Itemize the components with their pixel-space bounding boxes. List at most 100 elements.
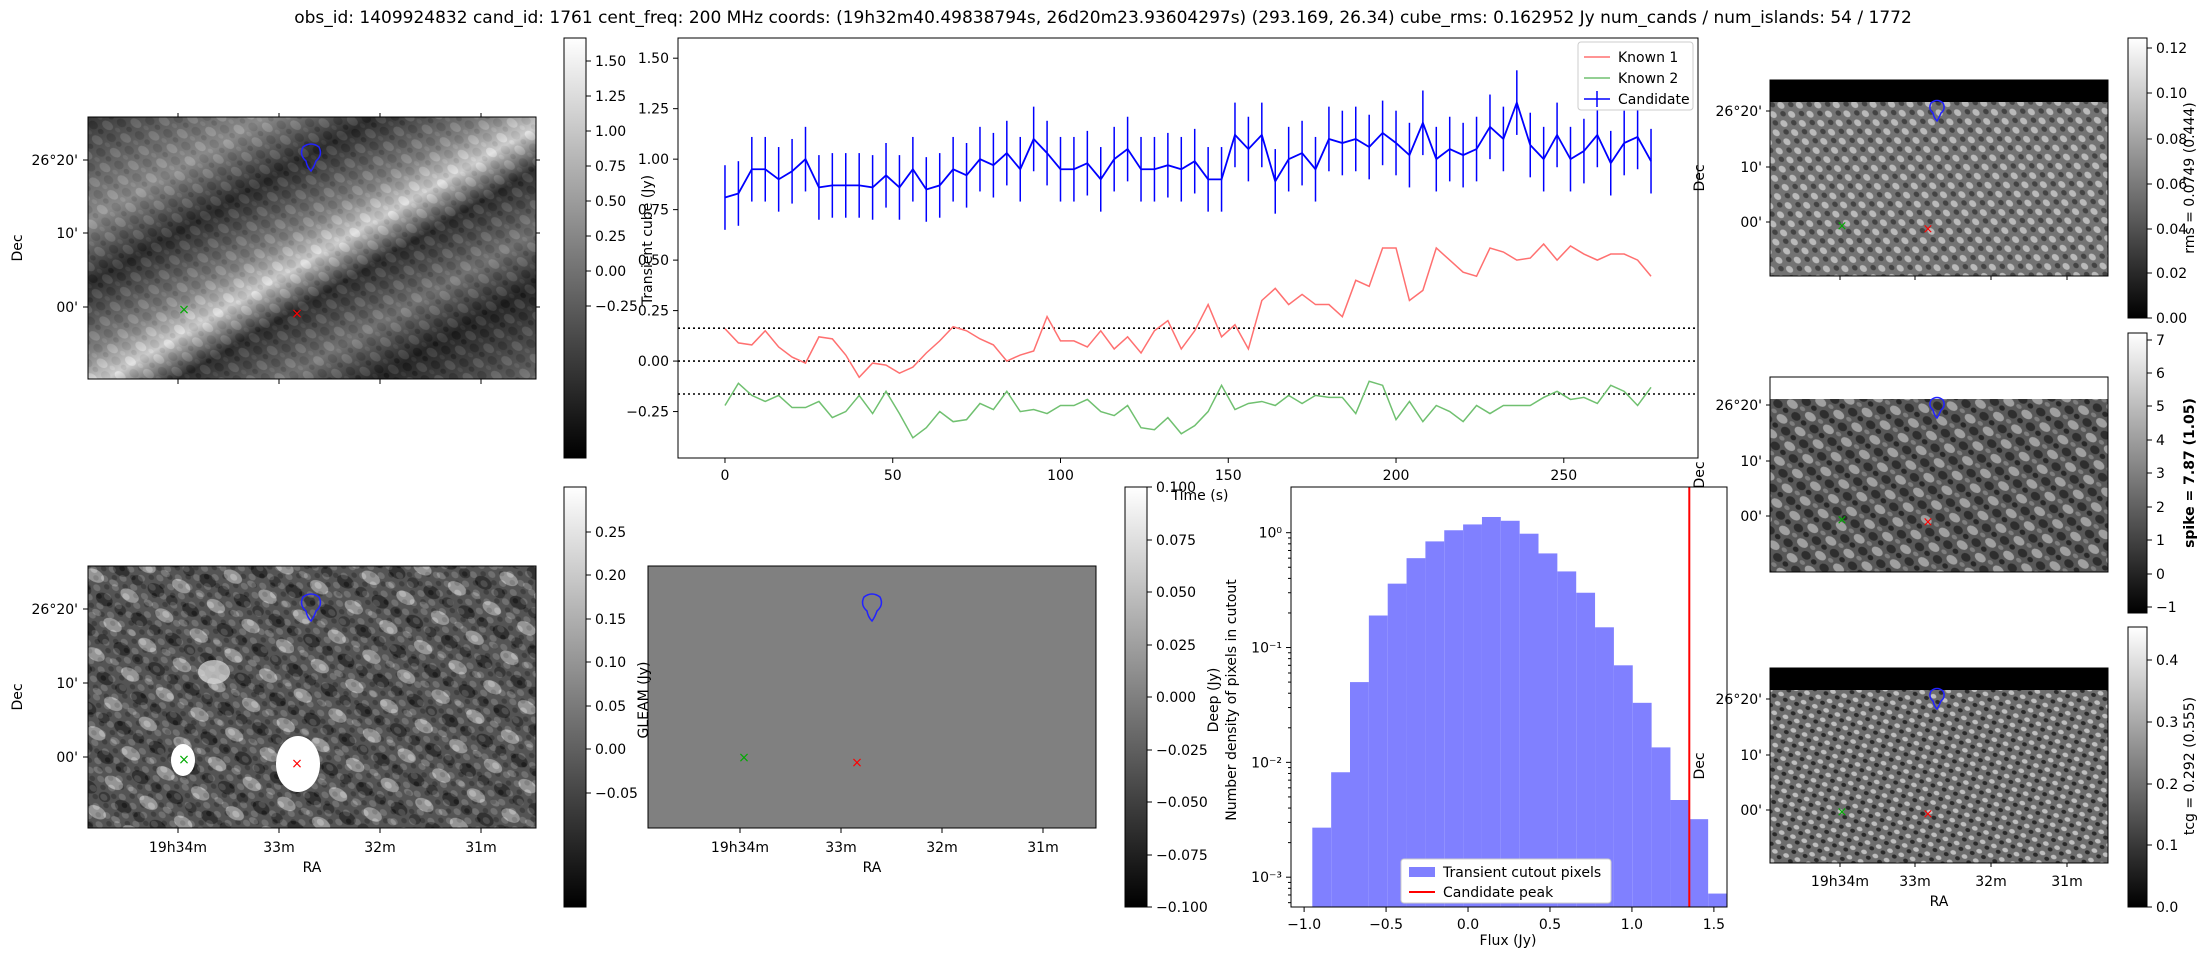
histogram-bar	[1557, 571, 1577, 907]
candidate-contour	[1929, 687, 1945, 711]
histogram-bar	[1613, 665, 1633, 907]
tcg-ylabel: Dec	[1692, 752, 1708, 779]
candidate-contour	[300, 593, 322, 623]
std-ra-tick-3: 31m	[465, 840, 496, 856]
lc-ytick-label: 0.75	[638, 203, 669, 219]
gleam-image	[648, 566, 1096, 828]
rms-image-panel: × × 26°20' 10' 00' Dec	[1692, 79, 2109, 280]
tcg-image-panel: × × 26°20' 10' 00' 19h34m 33m 32m 31m RA…	[1692, 667, 2109, 910]
gleam-cbar-tick: −0.025	[1156, 743, 1208, 759]
std-dec-tick-2: 00'	[56, 750, 78, 766]
spike-image-panel: × × 26°20' 10' 00' Dec	[1692, 376, 2109, 573]
lc-legend	[1577, 41, 1694, 111]
lc-xtick-label: 200	[1383, 468, 1410, 484]
histogram-bar	[1538, 553, 1558, 907]
spike-cbar-tick: 6	[2156, 366, 2165, 382]
hist-frame	[1290, 486, 1728, 908]
spike-cbar-tick: 5	[2156, 399, 2165, 415]
legend-swatch	[1409, 867, 1435, 877]
known1-marker: ×	[1923, 515, 1934, 530]
deep-cbar-tick: 0.50	[595, 194, 626, 210]
histogram-bar	[1331, 772, 1351, 907]
candidate-contour	[1929, 396, 1945, 420]
gleam-ra-tick-1: 33m	[825, 840, 856, 856]
std-cbar-tick: 0.25	[595, 525, 626, 541]
legend-label: Candidate peak	[1443, 885, 1554, 901]
histogram-bar	[1670, 800, 1690, 907]
rms-ylabel: Dec	[1692, 164, 1708, 191]
candidate-contour	[300, 143, 322, 173]
gleam-xlabel: RA	[863, 860, 882, 876]
lc-xlabel: Time (s)	[1171, 488, 1229, 504]
rms-cbar-tick: 0.00	[2156, 311, 2187, 327]
candidate-contour	[861, 593, 883, 623]
rms-cbar-tick: 0.02	[2156, 266, 2187, 282]
lc-ytick-label: 1.50	[638, 51, 669, 67]
spike-dec-tick-1: 10'	[1740, 454, 1762, 470]
lc-ytick-label: 0.25	[638, 304, 669, 320]
spike-dec-tick-0: 26°20'	[1716, 398, 1762, 414]
hist-xtick-label: −1.0	[1287, 917, 1321, 933]
gleam-cbar-tick: 0.025	[1156, 638, 1196, 654]
rms-colorbar: 0.12 0.10 0.08 0.06 0.04 0.02 0.00 rms =…	[2127, 37, 2198, 327]
spike-cbar-label: spike = 7.87 (1.05)	[2182, 398, 2198, 548]
lc-frame	[677, 37, 1699, 459]
std-cbar-tick: 0.15	[595, 612, 626, 628]
histogram-bar	[1350, 682, 1369, 907]
tcg-cbar-tick: 0.2	[2156, 777, 2178, 793]
figure-title: obs_id: 1409924832 cand_id: 1761 cent_fr…	[294, 8, 1912, 28]
hist-ytick-label: 10⁰	[1259, 526, 1283, 542]
series-known-2	[724, 380, 1652, 439]
known2-marker: ×	[738, 750, 750, 766]
spike-image	[1770, 377, 2108, 572]
tcg-ra-tick-1: 33m	[1899, 874, 1930, 890]
known1-marker: ×	[1923, 807, 1934, 822]
spike-dec-tick-2: 00'	[1740, 509, 1762, 525]
histogram-bar	[1387, 583, 1407, 907]
tcg-colorbar: 0.4 0.3 0.2 0.1 0.0 tcg = 0.292 (0.555)	[2127, 626, 2198, 916]
deep-cbar-tick: 0.00	[595, 264, 626, 280]
tcg-cbar-label: tcg = 0.292 (0.555)	[2182, 697, 2198, 835]
deep-dec-tick-0: 26°20'	[32, 153, 78, 169]
known2-marker: ×	[178, 302, 190, 318]
lc-xtick-label: 100	[1047, 468, 1074, 484]
tcg-ra-tick-2: 32m	[1975, 874, 2006, 890]
rms-dec-tick-2: 00'	[1740, 215, 1762, 231]
spike-colorbar: 7 6 5 4 3 2 1 0 −1 spike = 7.87 (1.05)	[2127, 332, 2198, 616]
hist-ytick-label: 10⁻¹	[1251, 641, 1282, 657]
spike-ylabel: Dec	[1692, 461, 1708, 488]
rms-cbar-tick: 0.06	[2156, 177, 2187, 193]
rms-cbar-tick: 0.12	[2156, 41, 2187, 57]
histogram-bar	[1708, 893, 1727, 907]
legend-label: Known 1	[1618, 50, 1678, 66]
tcg-image	[1770, 668, 2108, 863]
tcg-xlabel: RA	[1930, 894, 1949, 910]
tcg-cbar-tick: 0.3	[2156, 715, 2178, 731]
std-ylabel: Dec	[10, 683, 26, 710]
lc-xtick-label: 150	[1215, 468, 1242, 484]
spike-cbar-tick: 7	[2156, 333, 2165, 349]
hist-xtick-label: −0.5	[1369, 917, 1403, 933]
gleam-ra-tick-3: 31m	[1027, 840, 1058, 856]
hist-ylabel: Number density of pixels in cutout	[1224, 579, 1240, 821]
gleam-cbar-tick: −0.100	[1156, 900, 1208, 916]
hist-legend	[1400, 858, 1612, 904]
std-ra-tick-0: 19h34m	[149, 840, 207, 856]
hist-xtick-label: 1.5	[1703, 917, 1725, 933]
deep-dec-tick-1: 10'	[56, 226, 78, 242]
gleam-image-panel: × × 19h34m 33m 32m 31m RA GLEAM (Jy)	[636, 565, 1097, 876]
deep-cbar-tick: 1.50	[595, 54, 626, 70]
deep-colorbar: 1.50 1.25 1.00 0.75 0.50 0.25 0.00 −0.25	[563, 37, 638, 459]
gleam-colorbar: 0.100 0.075 0.050 0.025 0.000 −0.025 −0.…	[1124, 480, 1208, 916]
hist-ytick-label: 10⁻³	[1251, 870, 1282, 886]
series-known-1	[724, 242, 1652, 379]
histogram-bar	[1463, 524, 1482, 907]
tcg-dec-tick-2: 00'	[1740, 803, 1762, 819]
histogram-bar	[1425, 541, 1445, 907]
spike-cbar-tick: 0	[2156, 567, 2165, 583]
series-candidate	[724, 99, 1652, 199]
rms-cbar-tick: 0.08	[2156, 132, 2187, 148]
std-dec-tick-1: 10'	[56, 676, 78, 692]
std-cbar-tick: 0.20	[595, 568, 626, 584]
